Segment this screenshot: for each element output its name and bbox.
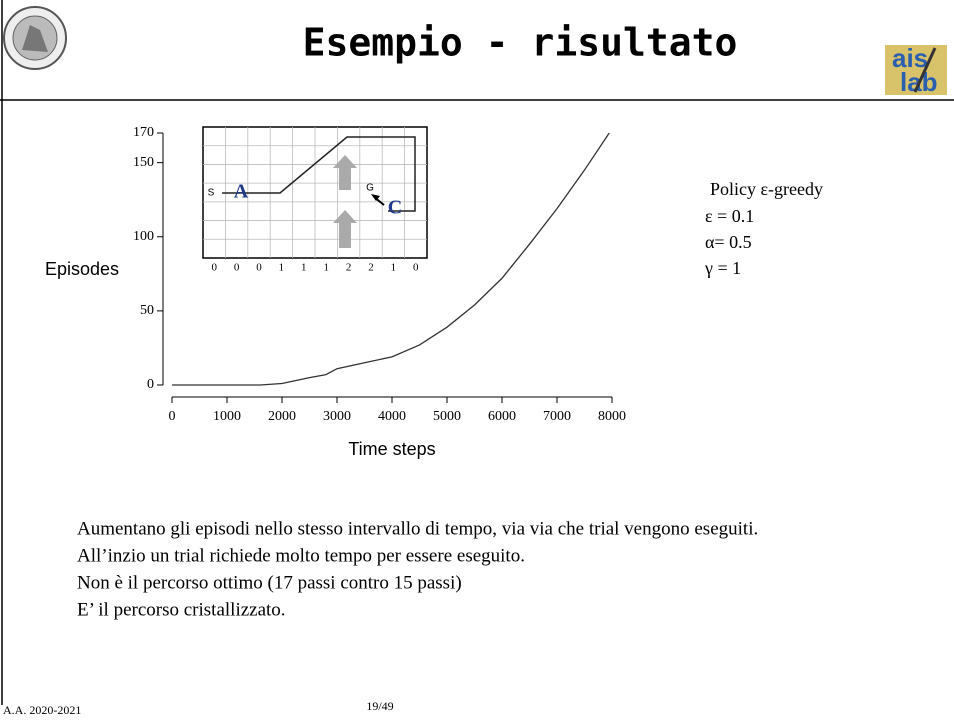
wind-strength: 2 — [346, 262, 352, 274]
policy-params: Policy ε-greedy ε = 0.1 α= 0.5 γ = 1 — [704, 179, 823, 278]
body-line: Non è il percorso ottimo (17 passi contr… — [77, 572, 462, 593]
body-text: Aumentano gli episodi nello stesso inter… — [77, 518, 758, 620]
wind-strength: 0 — [234, 262, 240, 274]
body-line: All’inzio un trial richiede molto tempo … — [77, 545, 525, 566]
y-tick-label: 0 — [147, 377, 154, 392]
aislab-logo: ais lab — [885, 43, 947, 97]
wind-strength: 1 — [391, 262, 397, 274]
x-tick-label: 8000 — [598, 409, 626, 424]
x-tick-label: 5000 — [433, 409, 461, 424]
y-tick-label: 150 — [133, 155, 154, 170]
page-number: 19/49 — [366, 699, 393, 713]
wind-strength: 0 — [413, 262, 419, 274]
x-axis-label: Time steps — [348, 439, 435, 459]
slide-title: Esempio - risultato — [303, 21, 738, 65]
y-tick-label: 100 — [133, 229, 154, 244]
gridworld-inset: S G A C 0 0 0 1 1 1 2 2 1 0 — [202, 126, 428, 274]
x-tick-label: 6000 — [488, 409, 516, 424]
x-tick-label: 2000 — [268, 409, 296, 424]
body-line: E’ il percorso cristallizzato. — [77, 599, 286, 620]
university-logo — [3, 6, 67, 70]
wind-strength: 1 — [301, 262, 307, 274]
body-line: Aumentano gli episodi nello stesso inter… — [77, 518, 758, 539]
policy-line: γ = 1 — [704, 258, 741, 278]
policy-line: ε = 0.1 — [705, 206, 754, 226]
wind-strength: 1 — [323, 262, 329, 274]
x-tick-label: 1000 — [213, 409, 241, 424]
policy-line: Policy ε-greedy — [710, 179, 823, 199]
x-tick-label: 3000 — [323, 409, 351, 424]
x-tick-label: 7000 — [543, 409, 571, 424]
wind-strength: 2 — [368, 262, 374, 274]
footer-course: A.A. 2020-2021 — [3, 703, 81, 717]
x-tick-label: 4000 — [378, 409, 406, 424]
y-tick-label: 50 — [140, 303, 154, 318]
annotation-a: A — [234, 181, 249, 203]
data-line — [172, 132, 610, 386]
svg-text:ais: ais — [892, 43, 928, 73]
annotation-c: C — [388, 197, 402, 219]
y-axis-label: Episodes — [45, 259, 119, 279]
wind-strength: 1 — [279, 262, 285, 274]
goal-label: G — [366, 183, 374, 194]
wind-strength: 0 — [211, 262, 217, 274]
x-tick-label: 0 — [169, 409, 176, 424]
policy-line: α= 0.5 — [705, 232, 752, 252]
start-label: S — [208, 188, 215, 199]
y-tick-label: 170 — [133, 125, 154, 140]
wind-strength: 0 — [256, 262, 262, 274]
